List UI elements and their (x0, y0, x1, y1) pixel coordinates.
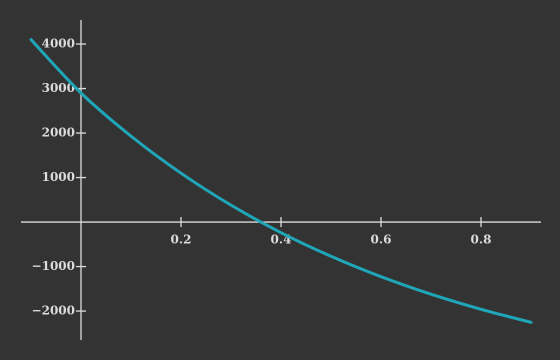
x-tick-label: 0.2 (171, 233, 192, 247)
x-tick-label: 0.8 (471, 233, 492, 247)
y-tick-label: 1000 (42, 170, 75, 184)
y-tick-label: 3000 (42, 81, 75, 95)
x-tick-label: 0.6 (371, 233, 392, 247)
x-tick-label: 0.4 (271, 233, 292, 247)
y-tick-label: 2000 (42, 126, 75, 140)
y-tick-label: −1000 (32, 259, 75, 273)
line-series (29, 38, 533, 324)
y-tick-label: 4000 (42, 37, 75, 51)
y-tick-label: −2000 (32, 304, 75, 318)
